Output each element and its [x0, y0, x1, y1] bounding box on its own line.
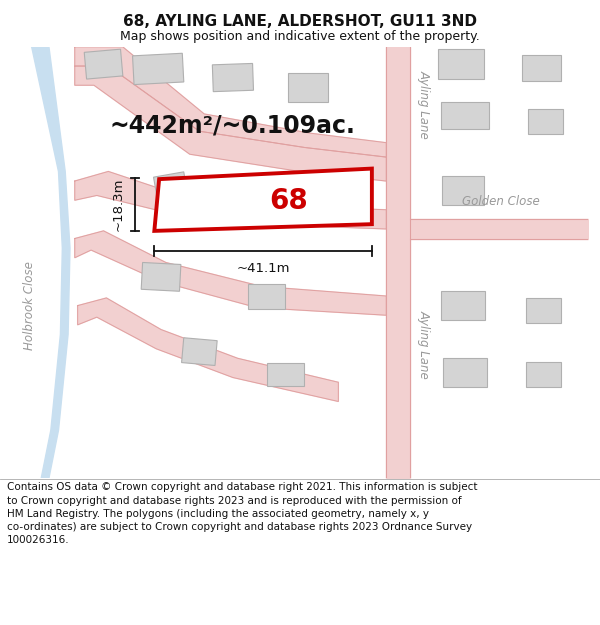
Polygon shape	[233, 179, 271, 206]
Polygon shape	[441, 102, 489, 129]
Text: 68, AYLING LANE, ALDERSHOT, GU11 3ND: 68, AYLING LANE, ALDERSHOT, GU11 3ND	[123, 14, 477, 29]
Polygon shape	[75, 47, 386, 157]
Polygon shape	[523, 54, 560, 81]
Text: Map shows position and indicative extent of the property.: Map shows position and indicative extent…	[120, 30, 480, 43]
Polygon shape	[442, 176, 484, 205]
Polygon shape	[438, 49, 484, 79]
Text: 68: 68	[269, 187, 308, 214]
Polygon shape	[133, 53, 184, 84]
Polygon shape	[248, 284, 284, 309]
Polygon shape	[32, 47, 70, 478]
Polygon shape	[528, 109, 563, 134]
Text: Golden Close: Golden Close	[463, 195, 540, 208]
Polygon shape	[443, 358, 487, 387]
Polygon shape	[268, 363, 304, 386]
Text: Contains OS data © Crown copyright and database right 2021. This information is : Contains OS data © Crown copyright and d…	[7, 482, 478, 545]
Text: ~41.1m: ~41.1m	[236, 262, 290, 275]
Polygon shape	[287, 72, 328, 101]
Polygon shape	[84, 49, 123, 79]
Polygon shape	[77, 298, 338, 401]
Polygon shape	[75, 171, 386, 229]
Text: Holbrook Close: Holbrook Close	[23, 261, 36, 350]
Polygon shape	[212, 63, 253, 92]
Polygon shape	[75, 231, 386, 315]
Polygon shape	[154, 169, 372, 231]
Polygon shape	[441, 291, 485, 320]
Polygon shape	[154, 172, 188, 200]
Text: ~442m²/~0.109ac.: ~442m²/~0.109ac.	[110, 114, 356, 138]
Text: Ayling Lane: Ayling Lane	[418, 309, 431, 378]
Text: ~18.3m: ~18.3m	[112, 177, 124, 231]
Polygon shape	[141, 262, 181, 291]
Polygon shape	[526, 362, 560, 387]
Polygon shape	[75, 66, 386, 181]
Polygon shape	[182, 338, 217, 366]
Polygon shape	[526, 298, 560, 323]
Text: Ayling Lane: Ayling Lane	[418, 70, 431, 139]
